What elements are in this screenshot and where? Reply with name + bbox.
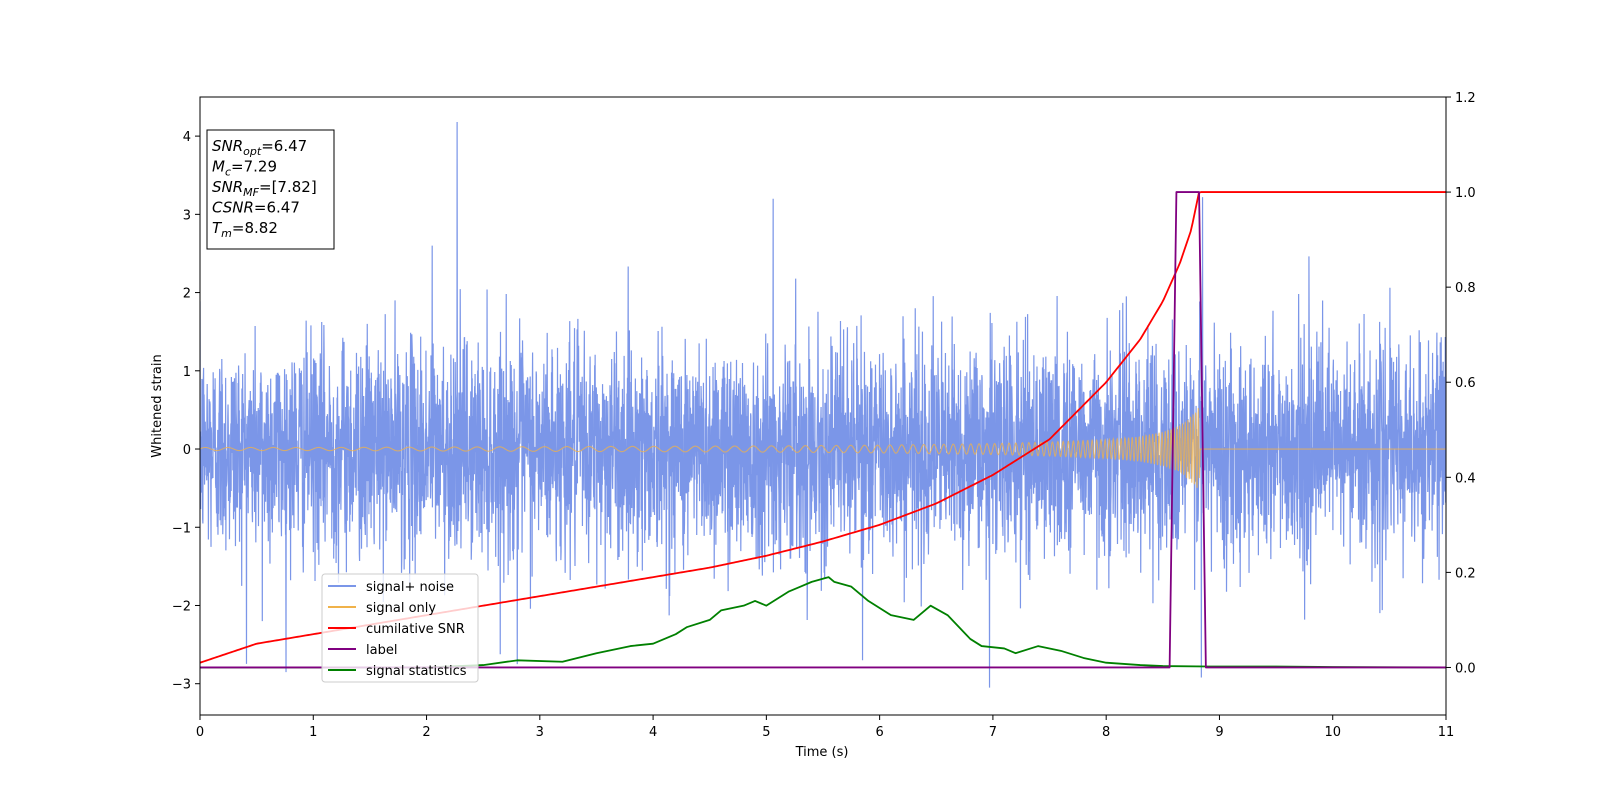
y-axis-title: Whitened strain bbox=[150, 354, 165, 457]
legend: signal+ noise signal only cumilative SNR la… bbox=[321, 573, 479, 683]
x-tick-label: 9 bbox=[1215, 725, 1223, 740]
x-tick-label: 3 bbox=[536, 725, 544, 740]
x-tick-label: 7 bbox=[989, 725, 997, 740]
y-tick-label: −1 bbox=[172, 521, 191, 536]
y2-tick-label: 0.0 bbox=[1455, 661, 1476, 676]
y-axis-right: 0.0 0.2 0.4 0.6 0.8 1.0 1.2 bbox=[1446, 91, 1476, 676]
legend-frame bbox=[321, 573, 479, 683]
y-axis-left: −3 −2 −1 0 1 2 3 4 bbox=[172, 130, 200, 693]
plot-frame bbox=[199, 96, 1447, 716]
x-tick-label: 0 bbox=[196, 725, 204, 740]
x-tick-label: 10 bbox=[1324, 725, 1341, 740]
y-tick-label: −2 bbox=[172, 599, 191, 614]
info-line: SNRMF=[7.82] bbox=[212, 178, 317, 199]
legend-item: label bbox=[328, 643, 397, 658]
x-axis: 0 1 2 3 4 5 6 7 8 9 10 11 bbox=[196, 715, 1454, 740]
info-line: Mc=7.29 bbox=[212, 158, 277, 179]
info-line: CSNR=6.47 bbox=[212, 199, 300, 217]
y-tick-label: −3 bbox=[172, 678, 191, 693]
x-tick-label: 6 bbox=[875, 725, 883, 740]
y-tick-label: 2 bbox=[183, 287, 191, 302]
legend-label: label bbox=[366, 643, 397, 658]
y2-tick-label: 0.8 bbox=[1455, 281, 1476, 296]
series-signal-plus-noise bbox=[200, 122, 1446, 688]
y2-tick-label: 0.6 bbox=[1455, 376, 1476, 391]
info-line: SNRopt=6.47 bbox=[212, 137, 307, 158]
y2-tick-label: 0.4 bbox=[1455, 471, 1476, 486]
info-line: Tm=8.82 bbox=[212, 219, 278, 240]
series-signal-statistics bbox=[200, 576, 1446, 669]
legend-label: signal+ noise bbox=[366, 580, 454, 595]
x-tick-label: 2 bbox=[422, 725, 430, 740]
legend-item: cumilative SNR bbox=[328, 622, 465, 637]
y2-tick-label: 0.2 bbox=[1455, 566, 1476, 581]
series-label bbox=[200, 191, 1446, 669]
y2-tick-label: 1.2 bbox=[1455, 91, 1476, 106]
x-tick-label: 5 bbox=[762, 725, 770, 740]
legend-item: signal only bbox=[328, 601, 436, 616]
legend-item: signal+ noise bbox=[328, 580, 454, 595]
series-signal-only bbox=[200, 408, 1446, 488]
x-tick-label: 8 bbox=[1102, 725, 1110, 740]
y-tick-label: 4 bbox=[183, 130, 191, 145]
x-tick-label: 11 bbox=[1438, 725, 1455, 740]
legend-label: cumilative SNR bbox=[366, 622, 465, 637]
x-tick-label: 4 bbox=[649, 725, 657, 740]
legend-item: signal statistics bbox=[328, 664, 467, 679]
legend-label: signal statistics bbox=[366, 664, 467, 679]
y-tick-label: 0 bbox=[183, 443, 191, 458]
x-tick-label: 1 bbox=[309, 725, 317, 740]
legend-label: signal only bbox=[366, 601, 436, 616]
y-tick-label: 1 bbox=[183, 365, 191, 380]
y2-tick-label: 1.0 bbox=[1455, 186, 1476, 201]
info-box-frame bbox=[206, 129, 335, 250]
x-axis-title: Time (s) bbox=[795, 745, 849, 760]
y-tick-label: 3 bbox=[183, 208, 191, 223]
